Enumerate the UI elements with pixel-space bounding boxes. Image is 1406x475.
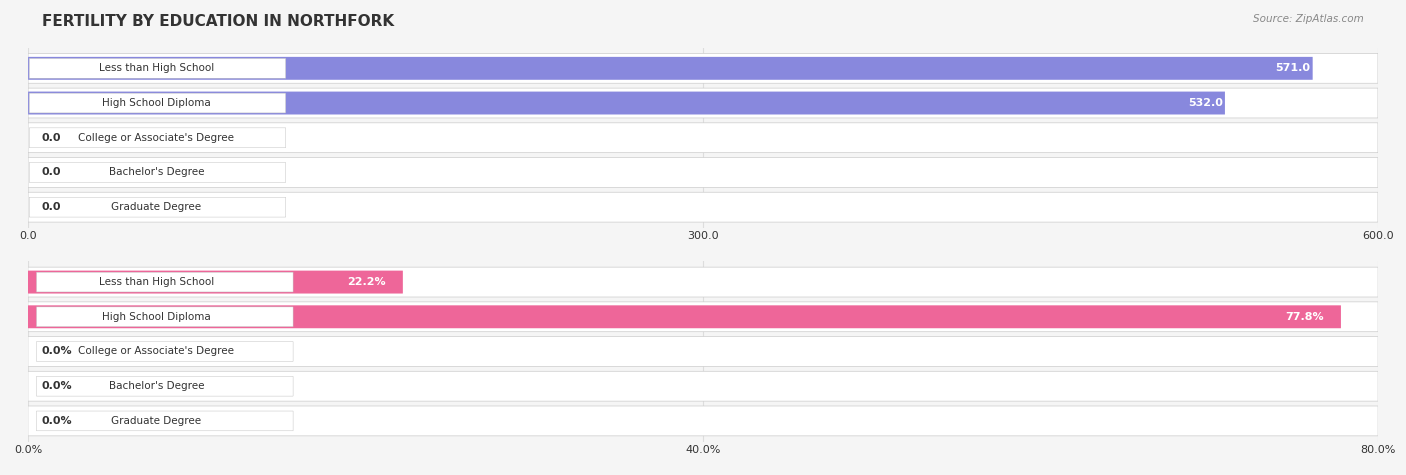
- Text: College or Associate's Degree: College or Associate's Degree: [79, 346, 235, 357]
- FancyBboxPatch shape: [28, 192, 1378, 222]
- FancyBboxPatch shape: [30, 128, 285, 148]
- FancyBboxPatch shape: [30, 93, 285, 113]
- Text: Source: ZipAtlas.com: Source: ZipAtlas.com: [1253, 14, 1364, 24]
- FancyBboxPatch shape: [28, 371, 1378, 401]
- Text: 0.0: 0.0: [42, 202, 60, 212]
- FancyBboxPatch shape: [37, 376, 292, 396]
- Text: Less than High School: Less than High School: [98, 277, 214, 287]
- FancyBboxPatch shape: [37, 342, 292, 361]
- Text: FERTILITY BY EDUCATION IN NORTHFORK: FERTILITY BY EDUCATION IN NORTHFORK: [42, 14, 394, 29]
- Text: 0.0: 0.0: [42, 133, 60, 143]
- Text: Less than High School: Less than High School: [98, 63, 214, 73]
- FancyBboxPatch shape: [30, 58, 285, 78]
- FancyBboxPatch shape: [37, 307, 292, 327]
- FancyBboxPatch shape: [28, 92, 1225, 114]
- Text: 0.0%: 0.0%: [42, 381, 72, 391]
- FancyBboxPatch shape: [28, 158, 1378, 187]
- Text: 22.2%: 22.2%: [347, 277, 385, 287]
- FancyBboxPatch shape: [28, 123, 1378, 152]
- Text: College or Associate's Degree: College or Associate's Degree: [79, 133, 235, 143]
- FancyBboxPatch shape: [28, 305, 1341, 328]
- Text: 571.0: 571.0: [1275, 63, 1310, 73]
- FancyBboxPatch shape: [28, 302, 1378, 332]
- FancyBboxPatch shape: [30, 162, 285, 182]
- Text: High School Diploma: High School Diploma: [103, 312, 211, 322]
- FancyBboxPatch shape: [37, 411, 292, 431]
- Text: Graduate Degree: Graduate Degree: [111, 416, 201, 426]
- FancyBboxPatch shape: [37, 272, 292, 292]
- FancyBboxPatch shape: [28, 53, 1378, 83]
- FancyBboxPatch shape: [28, 337, 1378, 366]
- Text: 0.0: 0.0: [42, 168, 60, 178]
- FancyBboxPatch shape: [28, 271, 404, 294]
- FancyBboxPatch shape: [28, 57, 1313, 80]
- FancyBboxPatch shape: [30, 197, 285, 217]
- Text: 532.0: 532.0: [1188, 98, 1223, 108]
- Text: High School Diploma: High School Diploma: [103, 98, 211, 108]
- FancyBboxPatch shape: [28, 406, 1378, 436]
- Text: 0.0%: 0.0%: [42, 346, 72, 357]
- Text: Graduate Degree: Graduate Degree: [111, 202, 201, 212]
- Text: 77.8%: 77.8%: [1285, 312, 1324, 322]
- FancyBboxPatch shape: [28, 88, 1378, 118]
- FancyBboxPatch shape: [28, 267, 1378, 297]
- Text: Bachelor's Degree: Bachelor's Degree: [108, 381, 204, 391]
- Text: 0.0%: 0.0%: [42, 416, 72, 426]
- Text: Bachelor's Degree: Bachelor's Degree: [108, 168, 204, 178]
